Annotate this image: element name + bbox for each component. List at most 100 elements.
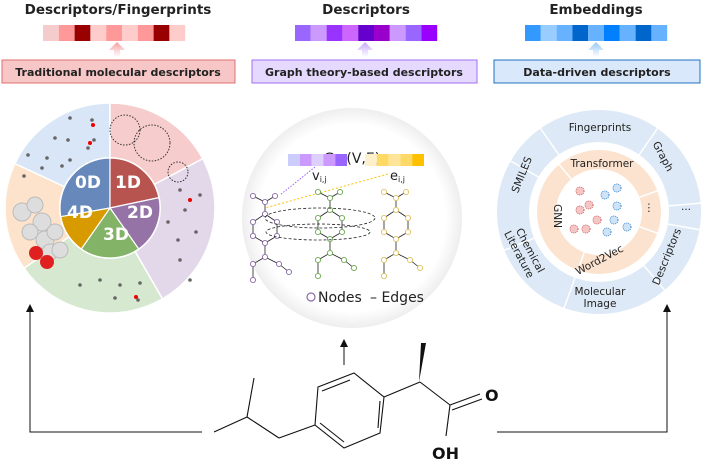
atom-dot (198, 193, 202, 197)
atom-dot (90, 118, 94, 122)
node-vector-label: vi,j (312, 169, 327, 184)
fragment-ring (133, 124, 171, 162)
arrow-up-icon (109, 42, 125, 57)
graph-vectors (264, 154, 424, 209)
vector-cell (635, 25, 652, 41)
vector-cell (619, 25, 636, 41)
arrow-up-icon (357, 42, 373, 57)
arrow-to-embeddings (497, 304, 671, 433)
pie-label-4D: 4D (67, 203, 93, 223)
graph-node (380, 188, 388, 196)
edge-vector-cell (365, 154, 377, 166)
pie-outer-2D (108, 157, 216, 300)
vector-cell (43, 25, 59, 41)
node-vector-cell (311, 154, 324, 166)
vector-cell (326, 25, 343, 41)
vector-cell (588, 25, 604, 41)
pie-inner-2D (108, 196, 161, 250)
graph-node (340, 256, 348, 264)
vector-cell (572, 25, 589, 41)
graph-node (249, 260, 257, 268)
graph-node (350, 264, 358, 272)
node-legend-icon (306, 292, 316, 302)
oxygen-dot (91, 123, 95, 127)
graph-node (404, 214, 412, 222)
graph-node (261, 210, 269, 218)
atom-dot (68, 116, 72, 120)
pie-label-2D: 2D (127, 203, 153, 223)
graph-node (380, 256, 388, 264)
node-vector-cell (299, 154, 312, 166)
wheel-gnn: GNN (551, 204, 563, 228)
molecular-graph (249, 188, 424, 284)
vector-cell (58, 25, 75, 41)
legend-edges: – Edges (370, 290, 424, 306)
title-embeddings: Embeddings (549, 2, 642, 18)
fragment-ring (167, 161, 189, 183)
arrow-to-traditional (26, 304, 202, 433)
graph-node (402, 188, 410, 196)
oxygen-label: O (485, 386, 499, 405)
vector-cell (405, 25, 422, 41)
embedding-wheel: Fingerprints Graph ... Descriptors Molec… (497, 110, 702, 314)
embedding-point (581, 224, 591, 234)
graph-node (380, 272, 388, 280)
graph-node (249, 218, 257, 226)
oxygen-dot (134, 295, 138, 299)
embedding-point (602, 227, 612, 237)
legend-nodes: Nodes (318, 290, 362, 306)
embedding-point (584, 200, 594, 210)
spacefill-oxygen (40, 255, 54, 269)
atom-dot (45, 156, 49, 160)
label-box-traditional (1, 59, 236, 84)
graph-node (326, 235, 334, 243)
spacefill-oxygen (29, 246, 43, 260)
atom-dot (166, 220, 170, 224)
label-box-graph (251, 59, 478, 84)
label-graph: Graph theory-based descriptors (265, 66, 463, 79)
atom-dot (188, 278, 192, 282)
spacefill-atom (26, 196, 44, 214)
atom-dot (78, 283, 82, 287)
graph-node (416, 264, 424, 272)
graph-node (273, 232, 281, 240)
atom-dot (176, 238, 180, 242)
edge-vector-label: ei,j (390, 169, 405, 184)
vector-cell (74, 25, 91, 41)
embedding-point (612, 183, 622, 193)
graph-node (285, 268, 293, 276)
title-fingerprints: Descriptors/Fingerprints (25, 2, 212, 18)
label-box-data-driven (493, 59, 701, 84)
graph-node (261, 239, 269, 247)
graph-node (261, 198, 269, 206)
pie-outer-4D (4, 162, 112, 270)
atom-dot (98, 278, 102, 282)
pie-label-3D: 3D (103, 225, 129, 245)
vector-cell (295, 25, 311, 41)
hydroxyl-label: OH (432, 444, 459, 463)
atom-dot (60, 164, 64, 168)
wheel-inner-ellipsis: ⋮ (644, 202, 655, 214)
atom-dot (68, 158, 72, 162)
graph-node (314, 228, 322, 236)
graph-node (380, 214, 388, 222)
vector-cell (342, 25, 359, 41)
atom-dot (178, 188, 182, 192)
spacefill-atom (51, 241, 69, 259)
wheel-transformer: Transformer (569, 158, 634, 170)
vector-cell (651, 25, 668, 41)
feature-vectors (43, 25, 668, 41)
pie-outer-3D (22, 206, 164, 314)
vector-cell (540, 25, 557, 41)
graph-node (314, 214, 322, 222)
graph-node (338, 228, 346, 236)
graph-node (249, 232, 257, 240)
atom-dot (118, 283, 122, 287)
wedge-bond (419, 343, 426, 382)
wheel-image: Image (584, 298, 617, 310)
atom-dot (194, 230, 198, 234)
embedding-point (569, 224, 579, 234)
embedding-point (612, 201, 622, 211)
